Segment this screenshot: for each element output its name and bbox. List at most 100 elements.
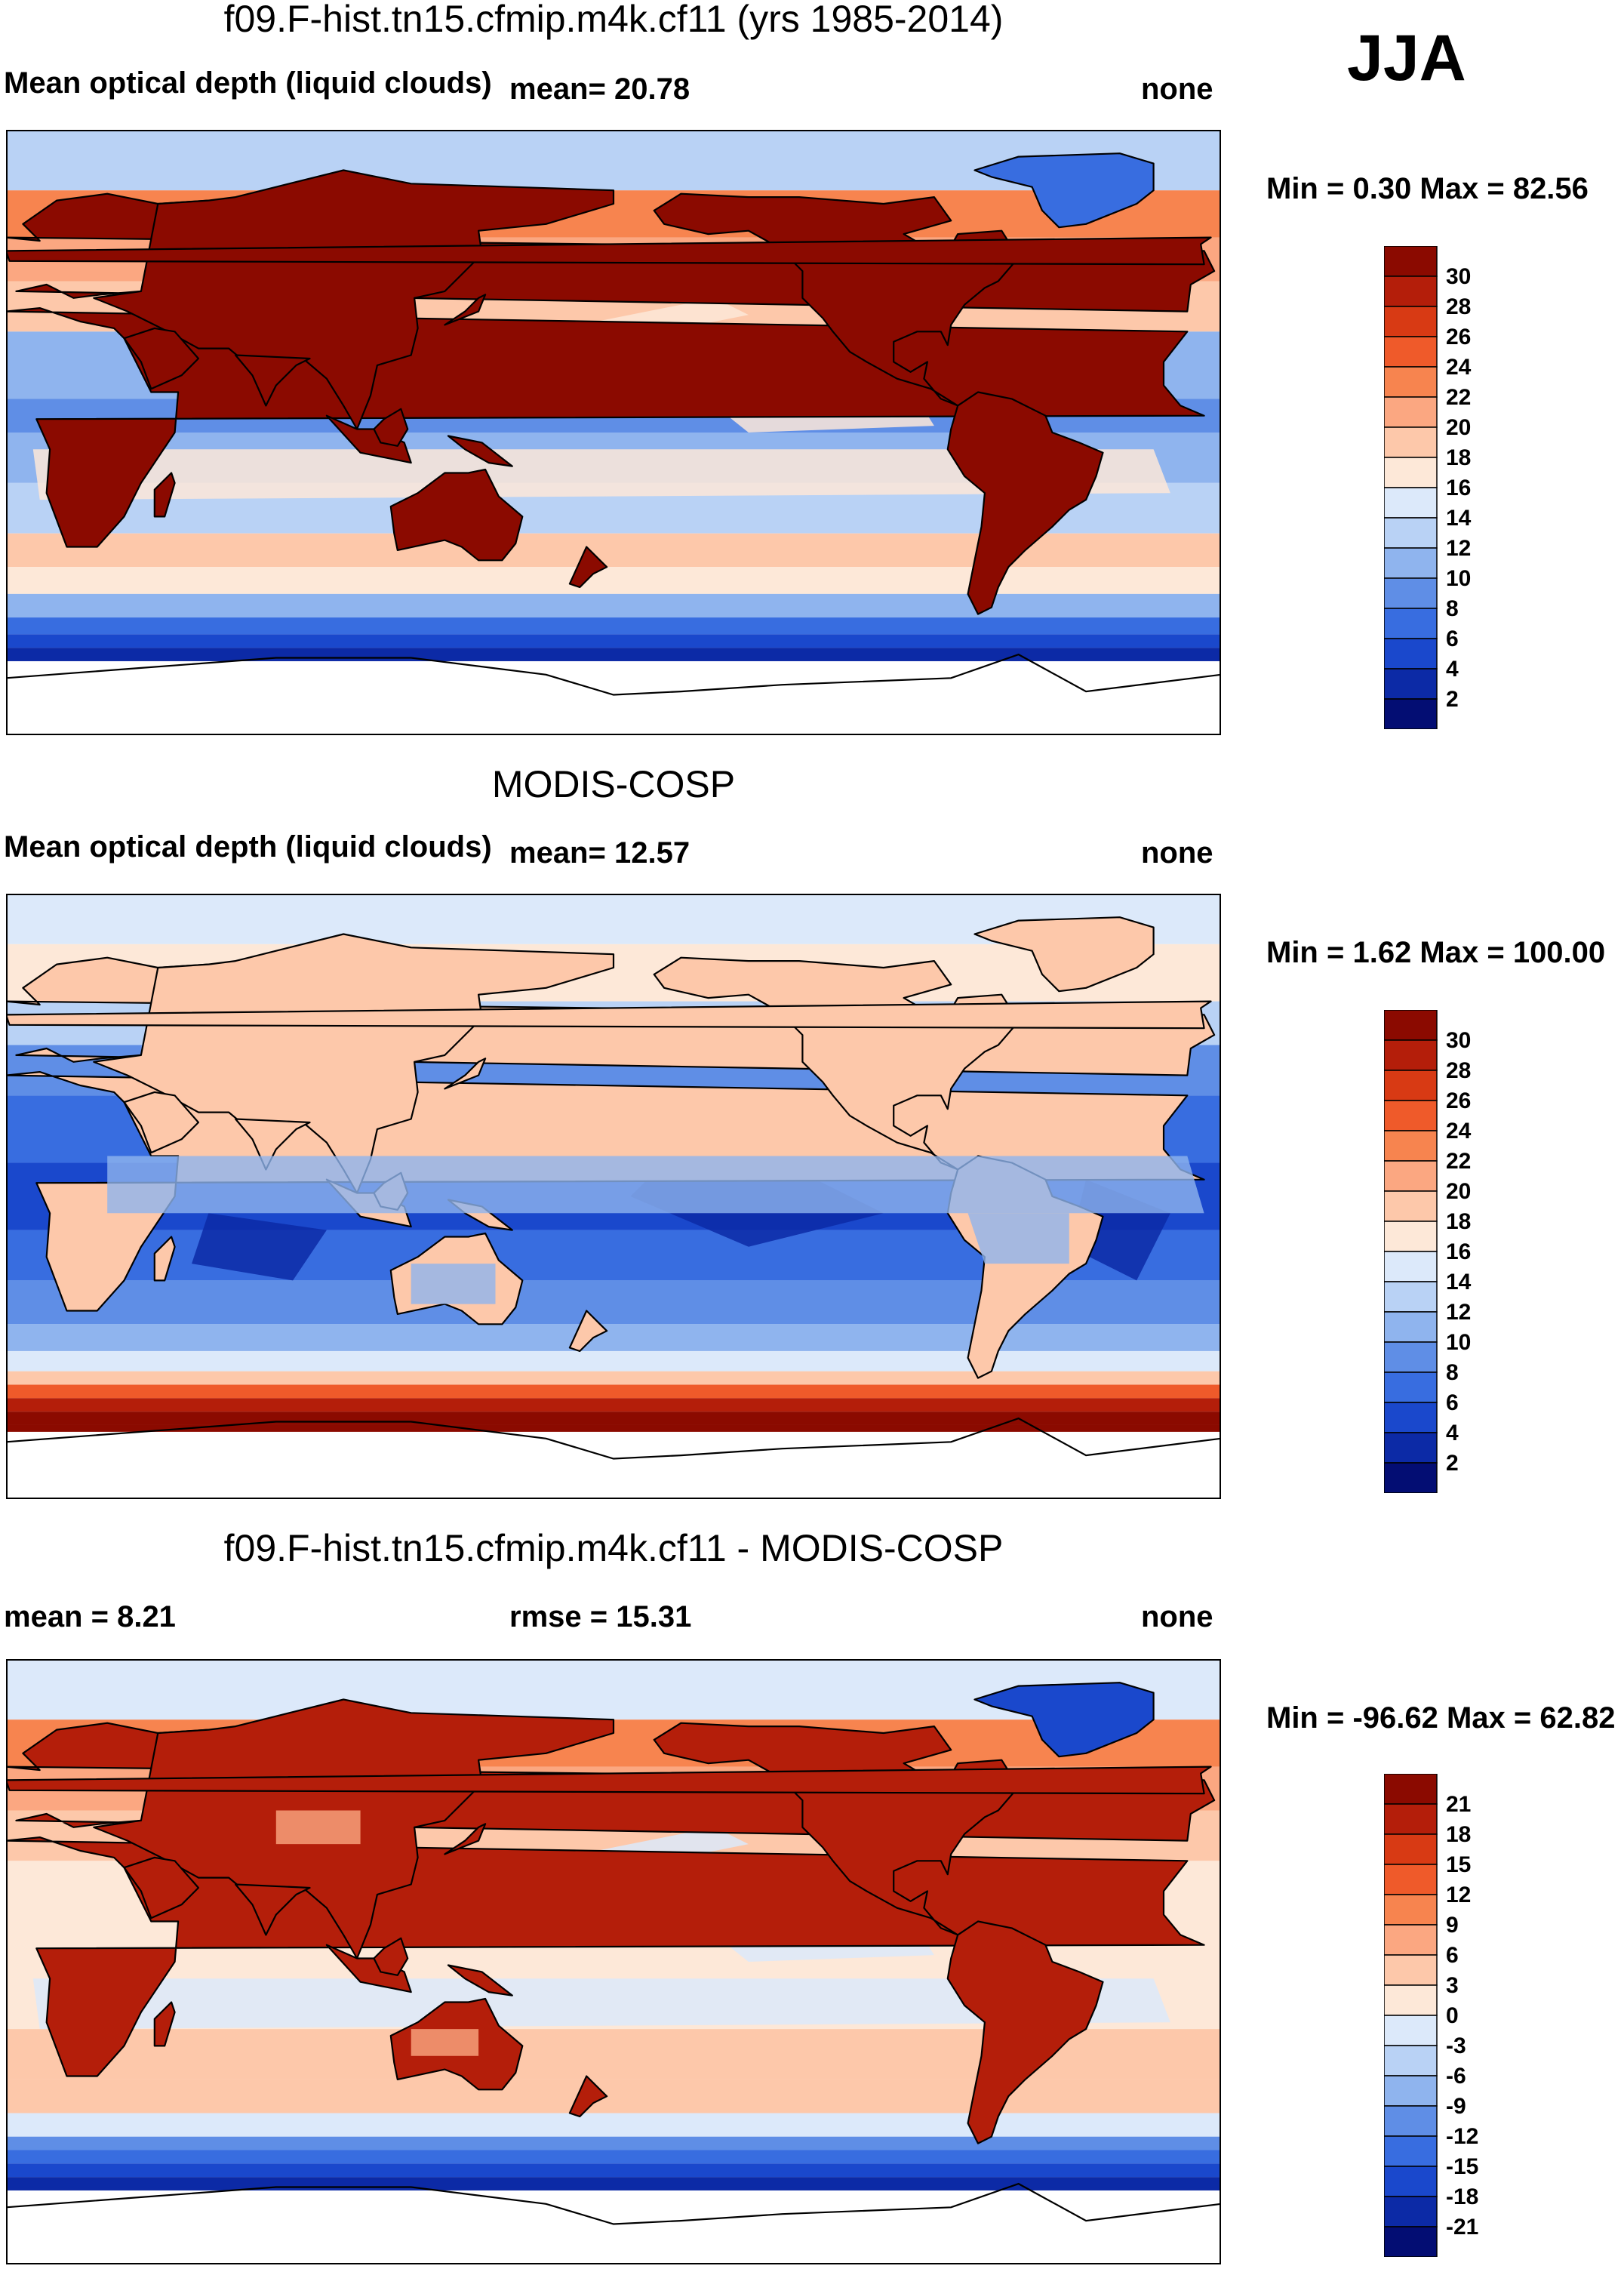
colorbar-tick-label: 18	[1446, 1209, 1471, 1234]
land-seasia	[325, 1944, 412, 1993]
antarctica-coastline	[6, 653, 1221, 696]
colorbar-box	[1384, 1954, 1438, 1986]
panel2-title: MODIS-COSP	[491, 763, 736, 805]
ocean-band	[6, 2079, 1221, 2113]
panel1-units-label: none	[1141, 72, 1213, 106]
colorbar-box	[1384, 1402, 1438, 1433]
colorbar-box	[1384, 1774, 1438, 1805]
colorbar-box	[1384, 1010, 1438, 1041]
colorbar-tick-label: -18	[1446, 2184, 1478, 2209]
colorbar-box	[1384, 1100, 1438, 1131]
colorbar-box	[1384, 1833, 1438, 1865]
colorbar-box	[1384, 1070, 1438, 1101]
colorbar-tick-label: 26	[1446, 1088, 1471, 1113]
panel2-colorbar: 30 28 26 24 22 20 18 16 14 12 10 8 6 4 2	[1384, 1010, 1472, 1493]
panel3-minmax: Min = -96.62 Max = 62.82	[1266, 1701, 1616, 1735]
colorbar-tick-label: -15	[1446, 2154, 1478, 2179]
land-samerica	[946, 1920, 1104, 2144]
land-uk	[6, 1766, 1212, 1795]
ocean-band	[6, 2150, 1221, 2164]
colorbar-box	[1384, 366, 1438, 398]
land-uk	[6, 236, 1212, 266]
colorbar-box	[1384, 2226, 1438, 2257]
colorbar-tick-label: 24	[1446, 1119, 1472, 1144]
map-frame	[6, 1659, 1221, 2264]
colorbar-tick-label: 15	[1446, 1852, 1471, 1877]
ocean-patch	[32, 449, 1170, 500]
colorbar-tick-label: 6	[1446, 1390, 1459, 1415]
land-texture	[411, 2029, 479, 2056]
land-japan	[444, 1057, 487, 1090]
colorbar-box	[1384, 1221, 1438, 1252]
colorbar-tick-label: 12	[1446, 1883, 1471, 1907]
land-texture	[275, 1810, 361, 1845]
colorbar-tick-label: 0	[1446, 2003, 1459, 2028]
antarctica-coastline	[6, 1417, 1221, 1460]
no-data-region	[6, 2190, 1221, 2264]
land-greenland	[973, 152, 1155, 229]
ocean-band	[6, 1371, 1221, 1385]
colorbar-box	[1384, 457, 1438, 488]
colorbar-box	[1384, 1311, 1438, 1343]
colorbar-tick-label: 2	[1446, 687, 1459, 712]
land-nz	[568, 2075, 608, 2118]
land-namerica	[653, 956, 1020, 1171]
colorbar-box	[1384, 1803, 1438, 1835]
panel1-minmax: Min = 0.30 Max = 82.56	[1266, 172, 1589, 205]
land-japan	[444, 294, 487, 326]
colorbar-box	[1384, 276, 1438, 307]
land-india	[235, 1883, 311, 1936]
colorbar-tick-label: 8	[1446, 596, 1459, 621]
panel1-variable-label: Mean optical depth (liquid clouds)	[4, 66, 492, 100]
ocean-band	[6, 2113, 1221, 2137]
land-namerica	[653, 1722, 1020, 1936]
land-samerica	[946, 391, 1104, 615]
colorbar-tick-label: 21	[1446, 1792, 1471, 1817]
ocean-band	[6, 1398, 1221, 1412]
colorbar-box	[1384, 2015, 1438, 2046]
colorbar-tick-label: 26	[1446, 325, 1471, 349]
ocean-band	[6, 1384, 1221, 1399]
land-arabia	[123, 327, 199, 390]
ocean-band	[6, 2136, 1221, 2150]
panel2-units-label: none	[1141, 836, 1213, 870]
colorbar-box	[1384, 426, 1438, 458]
colorbar-tick-label: 18	[1446, 1822, 1471, 1847]
colorbar-tick-label: 24	[1446, 355, 1472, 380]
colorbar-box	[1384, 2105, 1438, 2137]
colorbar-tick-label: 28	[1446, 1058, 1471, 1083]
colorbar-box	[1384, 1894, 1438, 1926]
colorbar-box	[1384, 2045, 1438, 2077]
colorbar-tick-label: -6	[1446, 2064, 1466, 2089]
colorbar-tick-label: 12	[1446, 536, 1471, 561]
ocean-band	[6, 1412, 1221, 1425]
colorbar-tick-label: 10	[1446, 566, 1471, 591]
colorbar-box	[1384, 1462, 1438, 1493]
land-texture	[967, 1213, 1069, 1264]
land-uk	[6, 1000, 1212, 1030]
colorbar-tick-label: 2	[1446, 1451, 1459, 1476]
land-japan	[444, 1823, 487, 1855]
colorbar-tick-label: 28	[1446, 294, 1471, 319]
colorbar-tick-label: 20	[1446, 1179, 1471, 1204]
land-borneo	[373, 1937, 409, 1976]
panel2-variable-label: Mean optical depth (liquid clouds)	[4, 830, 492, 864]
land-newguinea	[447, 435, 513, 467]
colorbar-box	[1384, 306, 1438, 337]
no-data-region	[6, 1431, 1221, 1499]
colorbar-tick-label: 22	[1446, 1149, 1471, 1174]
colorbar-tick-label: 20	[1446, 415, 1471, 440]
map-frame	[6, 130, 1221, 735]
colorbar-box	[1384, 1251, 1438, 1282]
panel3-units-label: none	[1141, 1600, 1213, 1633]
land-greenland	[973, 916, 1155, 993]
land-texture	[107, 1156, 1204, 1214]
land-arabia	[123, 1856, 199, 1920]
panel1-mean-label: mean= 20.78	[509, 72, 691, 106]
land-namerica	[653, 192, 1020, 407]
ocean-band	[6, 648, 1221, 661]
colorbar-box	[1384, 246, 1438, 277]
panel3-colorbar: 21 18 15 12 9 6 3 0 -3 -6 -9 -12 -15 -18 -21	[1384, 1774, 1478, 2257]
ocean-band	[6, 1324, 1221, 1351]
panel2-mean-label: mean= 12.57	[509, 836, 691, 870]
